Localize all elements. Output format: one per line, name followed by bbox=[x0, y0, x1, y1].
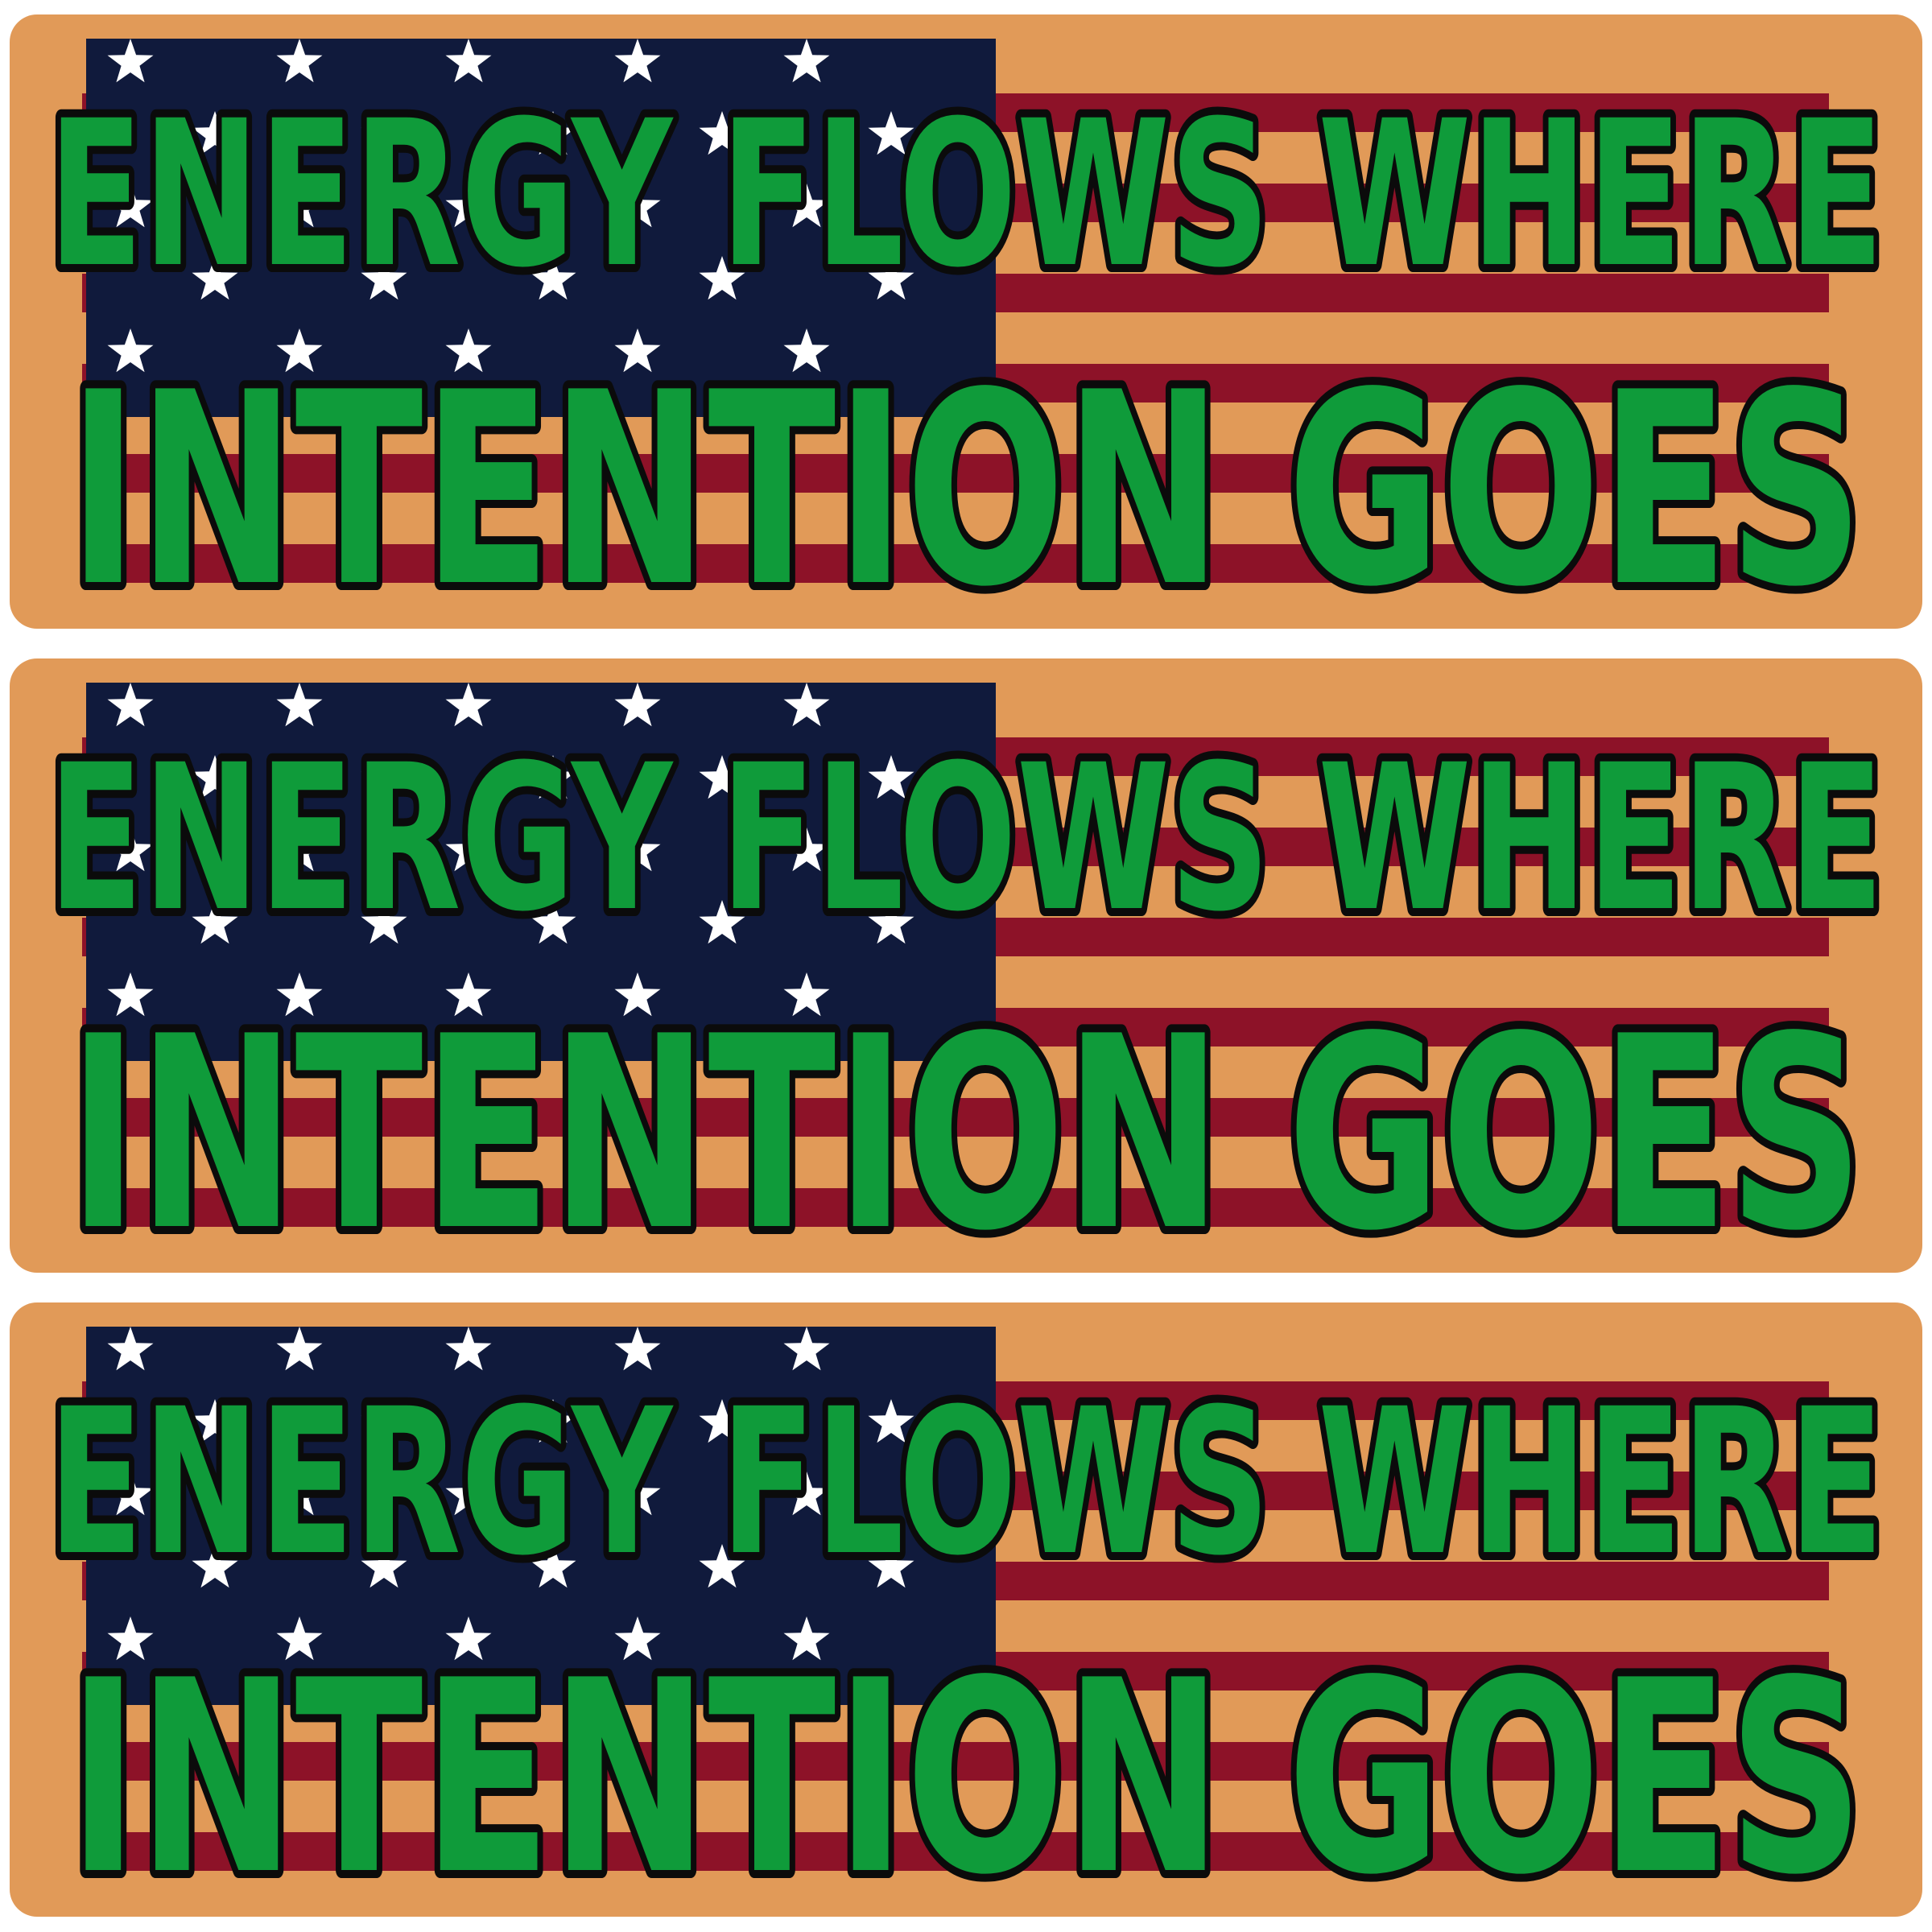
flag-canton bbox=[86, 39, 996, 417]
flag-stars bbox=[107, 39, 914, 373]
star-icon bbox=[107, 1472, 154, 1516]
star-icon bbox=[445, 1327, 492, 1371]
star-icon bbox=[107, 328, 154, 373]
american-flag-icon bbox=[10, 1302, 1922, 1917]
sticker-slogan: ENERGY FLOWS WHERE INTENTION GOES bbox=[40, 1357, 1892, 1917]
star-icon bbox=[699, 1399, 745, 1443]
sticker-slogan: ENERGY FLOWS WHERE INTENTION GOES bbox=[40, 713, 1892, 1273]
star-icon bbox=[107, 828, 154, 872]
star-icon bbox=[445, 1616, 492, 1661]
star-icon bbox=[276, 328, 323, 373]
slogan-line-2: INTENTION GOES bbox=[68, 980, 1864, 1273]
star-icon bbox=[868, 900, 914, 944]
star-icon bbox=[276, 972, 323, 1017]
star-icon bbox=[361, 1399, 407, 1443]
slogan-line-2: INTENTION GOES bbox=[68, 1624, 1864, 1917]
star-icon bbox=[699, 755, 745, 799]
star-icon bbox=[107, 683, 154, 727]
star-icon bbox=[361, 111, 407, 155]
star-icon bbox=[783, 828, 830, 872]
star-icon bbox=[445, 328, 492, 373]
star-icon bbox=[868, 1544, 914, 1588]
star-icon bbox=[276, 1472, 323, 1516]
star-icon bbox=[361, 256, 407, 300]
star-icon bbox=[107, 1327, 154, 1371]
star-icon bbox=[868, 256, 914, 300]
star-icon bbox=[783, 39, 830, 83]
flag-canton bbox=[86, 683, 996, 1061]
star-icon bbox=[614, 1616, 661, 1661]
star-icon bbox=[699, 111, 745, 155]
star-icon bbox=[614, 184, 661, 228]
star-icon bbox=[361, 1544, 407, 1588]
star-icon bbox=[530, 755, 576, 799]
star-icon bbox=[276, 828, 323, 872]
sticker-2: ENERGY FLOWS WHERE INTENTION GOES bbox=[10, 658, 1922, 1273]
star-icon bbox=[783, 1472, 830, 1516]
star-icon bbox=[783, 1327, 830, 1371]
star-icon bbox=[699, 900, 745, 944]
star-icon bbox=[107, 184, 154, 228]
star-icon bbox=[783, 972, 830, 1017]
star-icon bbox=[614, 1327, 661, 1371]
star-icon bbox=[868, 1399, 914, 1443]
star-icon bbox=[445, 39, 492, 83]
slogan-line-2: INTENTION GOES bbox=[68, 336, 1864, 629]
star-icon bbox=[445, 184, 492, 228]
star-icon bbox=[276, 683, 323, 727]
star-icon bbox=[614, 828, 661, 872]
star-icon bbox=[107, 1616, 154, 1661]
star-icon bbox=[530, 1399, 576, 1443]
star-icon bbox=[614, 972, 661, 1017]
star-icon bbox=[614, 39, 661, 83]
star-icon bbox=[361, 755, 407, 799]
star-icon bbox=[192, 755, 238, 799]
star-icon bbox=[530, 900, 576, 944]
star-icon bbox=[614, 683, 661, 727]
star-icon bbox=[868, 111, 914, 155]
star-icon bbox=[783, 328, 830, 373]
star-icon bbox=[445, 972, 492, 1017]
star-icon bbox=[783, 1616, 830, 1661]
slogan-line-1: ENERGY FLOWS WHERE bbox=[48, 1365, 1884, 1600]
star-icon bbox=[192, 111, 238, 155]
american-flag-icon bbox=[10, 658, 1922, 1273]
sticker-1: ENERGY FLOWS WHERE INTENTION GOES bbox=[10, 14, 1922, 629]
star-icon bbox=[445, 683, 492, 727]
star-icon bbox=[192, 900, 238, 944]
flag-stars bbox=[107, 1327, 914, 1661]
star-icon bbox=[107, 39, 154, 83]
star-icon bbox=[868, 755, 914, 799]
star-icon bbox=[276, 1327, 323, 1371]
star-icon bbox=[192, 1399, 238, 1443]
star-icon bbox=[192, 1544, 238, 1588]
star-icon bbox=[530, 256, 576, 300]
star-icon bbox=[445, 828, 492, 872]
star-icon bbox=[699, 256, 745, 300]
star-icon bbox=[107, 972, 154, 1017]
star-icon bbox=[445, 1472, 492, 1516]
star-icon bbox=[530, 1544, 576, 1588]
star-icon bbox=[783, 683, 830, 727]
sticker-slogan: ENERGY FLOWS WHERE INTENTION GOES bbox=[40, 69, 1892, 629]
american-flag-icon bbox=[10, 14, 1922, 629]
flag-canton bbox=[86, 1327, 996, 1705]
star-icon bbox=[783, 184, 830, 228]
slogan-line-1: ENERGY FLOWS WHERE bbox=[48, 721, 1884, 956]
star-icon bbox=[192, 256, 238, 300]
star-icon bbox=[276, 39, 323, 83]
sticker-3: ENERGY FLOWS WHERE INTENTION GOES bbox=[10, 1302, 1922, 1917]
flag-stars bbox=[107, 683, 914, 1017]
star-icon bbox=[276, 184, 323, 228]
star-icon bbox=[699, 1544, 745, 1588]
slogan-line-1: ENERGY FLOWS WHERE bbox=[48, 77, 1884, 312]
star-icon bbox=[614, 328, 661, 373]
star-icon bbox=[530, 111, 576, 155]
star-icon bbox=[361, 900, 407, 944]
star-icon bbox=[614, 1472, 661, 1516]
star-icon bbox=[276, 1616, 323, 1661]
